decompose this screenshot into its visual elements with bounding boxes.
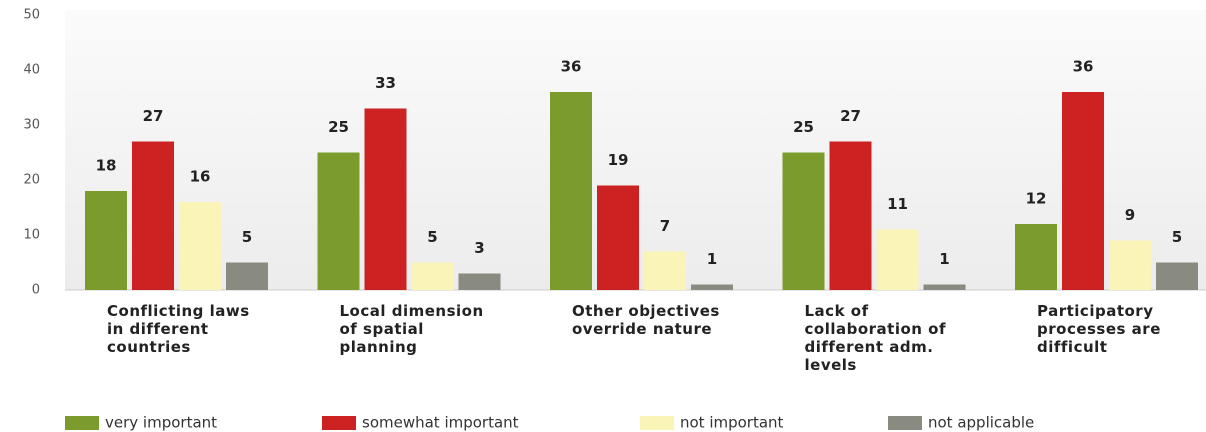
bar bbox=[1156, 262, 1198, 290]
legend-label: somewhat important bbox=[362, 414, 519, 432]
data-label: 27 bbox=[143, 107, 164, 125]
data-label: 19 bbox=[608, 151, 629, 169]
bar bbox=[458, 273, 501, 290]
bar bbox=[550, 92, 592, 290]
data-label: 25 bbox=[793, 118, 814, 136]
legend-label: not important bbox=[680, 414, 784, 432]
legend-swatch bbox=[640, 416, 674, 430]
x-tick-label: Lack of collaboration of different adm. … bbox=[804, 302, 947, 374]
bar bbox=[644, 251, 686, 290]
y-tick-label: 30 bbox=[23, 118, 40, 133]
bar bbox=[1062, 92, 1104, 290]
data-label: 36 bbox=[561, 58, 582, 76]
bar bbox=[782, 152, 825, 290]
bar bbox=[226, 262, 268, 290]
y-tick-label: 10 bbox=[23, 228, 40, 243]
data-label: 16 bbox=[190, 168, 211, 186]
legend-swatch bbox=[65, 416, 99, 430]
bar bbox=[597, 185, 639, 290]
data-label: 1 bbox=[707, 250, 717, 268]
data-label: 9 bbox=[1125, 206, 1135, 224]
y-tick-label: 40 bbox=[23, 63, 40, 78]
bar bbox=[923, 284, 966, 290]
x-tick-label: Other objectives override nature bbox=[572, 302, 720, 338]
legend-swatch bbox=[888, 416, 922, 430]
bar bbox=[1109, 240, 1151, 290]
data-label: 7 bbox=[660, 217, 670, 235]
data-label: 5 bbox=[1172, 228, 1182, 246]
data-label: 25 bbox=[328, 118, 349, 136]
data-label: 5 bbox=[242, 228, 252, 246]
y-tick-label: 20 bbox=[23, 173, 40, 188]
bar bbox=[1015, 224, 1057, 290]
data-label: 33 bbox=[375, 74, 396, 92]
legend-label: not applicable bbox=[928, 414, 1034, 432]
bar bbox=[829, 141, 872, 290]
data-label: 36 bbox=[1073, 58, 1094, 76]
bar bbox=[364, 108, 407, 290]
y-tick-label: 0 bbox=[32, 283, 40, 298]
bar bbox=[132, 141, 174, 290]
data-label: 5 bbox=[427, 228, 437, 246]
data-label: 11 bbox=[887, 195, 908, 213]
data-label: 27 bbox=[840, 107, 861, 125]
bar bbox=[691, 284, 733, 290]
legend-label: very important bbox=[105, 414, 217, 432]
bar bbox=[317, 152, 360, 290]
legend-swatch bbox=[322, 416, 356, 430]
bar bbox=[876, 229, 919, 290]
bar bbox=[179, 202, 221, 290]
y-tick-label: 50 bbox=[23, 8, 40, 23]
data-label: 1 bbox=[939, 250, 949, 268]
data-label: 18 bbox=[96, 157, 117, 175]
bar bbox=[411, 262, 454, 290]
x-tick-label: Local dimension of spatial planning bbox=[339, 302, 484, 356]
x-tick-label: Conflicting laws in different countries bbox=[107, 302, 250, 356]
data-label: 3 bbox=[474, 239, 484, 257]
data-label: 12 bbox=[1026, 190, 1047, 208]
x-tick-label: Participatory processes are difficult bbox=[1037, 302, 1161, 356]
bar bbox=[85, 191, 127, 290]
